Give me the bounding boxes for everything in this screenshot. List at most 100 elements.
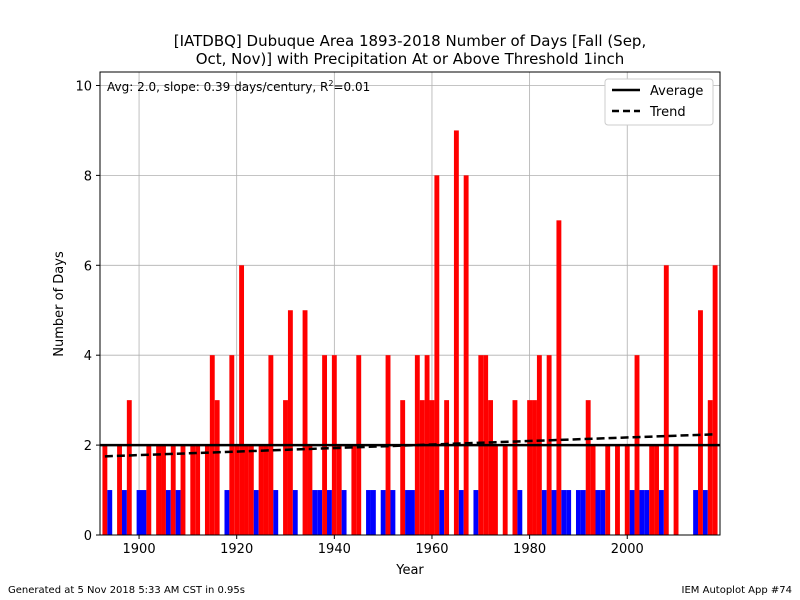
bar — [390, 490, 396, 535]
bar — [165, 490, 171, 535]
bar — [580, 490, 586, 535]
bar — [307, 445, 313, 535]
stats-superscript: 2 — [328, 79, 333, 88]
bar — [136, 490, 142, 535]
chart-title-line2: Oct, Nov)] with Precipitation At or Abov… — [196, 50, 625, 68]
bar — [400, 400, 406, 535]
stats-annotation: Avg: 2.0, slope: 0.39 days/century, R2=0… — [107, 79, 370, 94]
bar — [585, 400, 591, 535]
bar — [595, 490, 601, 535]
bar — [327, 490, 332, 535]
trend-line — [104, 433, 716, 458]
bar — [146, 445, 152, 535]
bar — [195, 445, 201, 535]
bar — [561, 490, 567, 535]
bar — [405, 490, 410, 535]
bar — [312, 490, 318, 535]
plot-frame — [99, 71, 721, 536]
bar — [253, 490, 259, 535]
y-axis-label: Number of Days — [52, 251, 67, 357]
app-credit: IEM Autoplot App #74 — [681, 585, 792, 596]
bar — [439, 490, 445, 535]
bar — [161, 445, 166, 535]
bar — [605, 445, 611, 535]
bar — [287, 310, 293, 535]
legend-average-label: Average — [650, 84, 703, 99]
legend-trend-label: Trend — [649, 105, 686, 120]
stats-suffix: =0.01 — [333, 80, 370, 94]
y-tick-label: 8 — [84, 169, 92, 184]
bar — [273, 490, 279, 535]
y-tick-label: 2 — [84, 439, 92, 454]
x-tick-label: 1900 — [123, 542, 156, 557]
bar — [234, 445, 240, 535]
x-tick-label: 1960 — [415, 542, 448, 557]
bar — [419, 400, 425, 535]
x-tick-label: 1940 — [318, 542, 351, 557]
bar — [473, 490, 479, 535]
bar — [566, 490, 572, 535]
bar — [698, 310, 703, 535]
bar — [492, 445, 498, 535]
bar — [107, 490, 113, 535]
bar — [244, 445, 249, 535]
bar — [453, 130, 459, 535]
bar — [434, 175, 440, 535]
bar — [488, 400, 493, 535]
bar — [102, 445, 108, 535]
bar — [410, 490, 415, 535]
bar — [366, 490, 371, 535]
bar — [600, 490, 606, 535]
stats-prefix: Avg: 2.0, slope: 0.39 days/century, R — [107, 80, 328, 94]
y-tick-label: 0 — [84, 529, 92, 544]
bar — [224, 490, 230, 535]
bar — [341, 490, 347, 535]
bar — [190, 445, 196, 535]
bar — [512, 400, 518, 535]
bar — [258, 445, 264, 535]
x-tick-label: 2000 — [611, 542, 644, 557]
bar — [502, 445, 508, 535]
bar — [175, 490, 181, 535]
bar — [702, 490, 708, 535]
bar — [336, 445, 342, 535]
legend: Average Trend — [604, 78, 714, 126]
bar — [541, 490, 547, 535]
bar — [380, 490, 386, 535]
x-axis-label: Year — [395, 563, 424, 578]
bar — [248, 445, 254, 535]
reference-lines — [100, 433, 720, 458]
y-tick-label: 10 — [75, 79, 92, 94]
bar — [663, 265, 669, 535]
bar — [292, 490, 298, 535]
bar — [263, 445, 269, 535]
bar — [712, 265, 718, 535]
bar — [204, 445, 210, 535]
bar — [351, 445, 357, 535]
bar — [170, 445, 176, 535]
bar — [370, 490, 376, 535]
bar — [673, 445, 679, 535]
x-tick-label: 1920 — [220, 542, 253, 557]
bar — [180, 445, 186, 535]
y-tick-label: 6 — [84, 259, 92, 274]
bar — [615, 445, 620, 535]
bar — [141, 490, 147, 535]
bar — [532, 400, 537, 535]
bar — [639, 490, 645, 535]
bar — [527, 400, 533, 535]
bar — [629, 490, 635, 535]
bar — [117, 445, 122, 535]
bar — [317, 490, 323, 535]
bar — [590, 445, 596, 535]
bar — [649, 445, 655, 535]
generated-timestamp: Generated at 5 Nov 2018 5:33 AM CST in 0… — [8, 585, 245, 596]
bar — [644, 490, 650, 535]
chart-title-line1: [IATDBQ] Dubuque Area 1893-2018 Number o… — [174, 32, 646, 50]
bar — [654, 445, 659, 535]
bar — [575, 490, 581, 535]
bar — [658, 490, 664, 535]
bar — [693, 490, 699, 535]
bar — [556, 220, 562, 535]
